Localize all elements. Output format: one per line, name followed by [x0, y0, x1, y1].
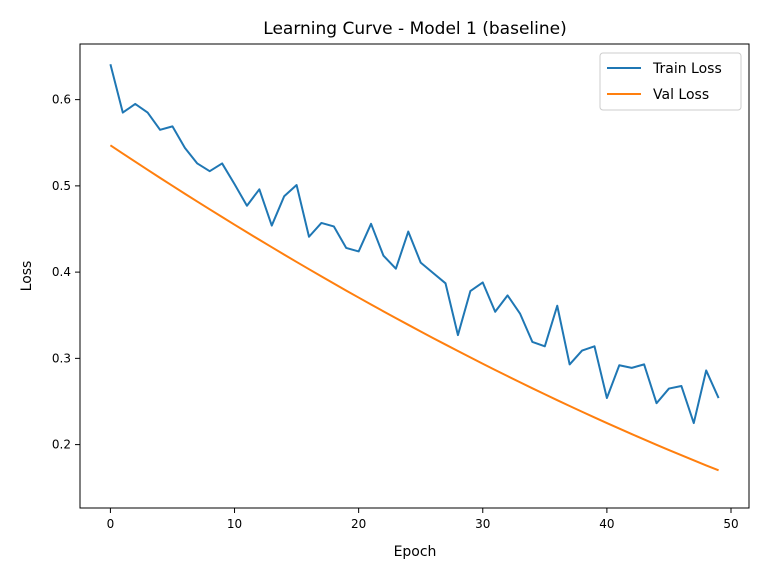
- y-tick-label: 0.4: [52, 265, 71, 279]
- legend-label-train-loss: Train Loss: [652, 61, 722, 77]
- x-tick-label: 50: [723, 517, 738, 531]
- legend: Train Loss Val Loss: [599, 52, 742, 111]
- x-axis-label: Epoch: [394, 544, 437, 560]
- y-tick-label: 0.5: [52, 179, 71, 193]
- series-layer: [109, 64, 720, 472]
- y-tick-label: 0.6: [52, 93, 71, 107]
- chart-title: Learning Curve - Model 1 (baseline): [263, 19, 566, 39]
- x-axis-ticks: 0 10 20 30 40 50: [107, 508, 739, 531]
- x-tick-label: 20: [351, 517, 366, 531]
- series-line-val-loss: [109, 144, 719, 472]
- x-tick-label: 10: [227, 517, 242, 531]
- x-tick-label: 0: [107, 517, 115, 531]
- plot-area: [80, 44, 749, 508]
- y-axis-label: Loss: [19, 261, 35, 292]
- series-line-train-loss: [109, 64, 720, 425]
- x-tick-label: 30: [475, 517, 490, 531]
- legend-label-val-loss: Val Loss: [653, 87, 709, 103]
- y-tick-label: 0.2: [52, 438, 71, 452]
- x-tick-label: 40: [599, 517, 614, 531]
- y-axis-ticks: 0.2 0.3 0.4 0.5 0.6: [52, 93, 80, 452]
- plot-frame: [79, 43, 750, 509]
- y-tick-label: 0.3: [52, 351, 71, 365]
